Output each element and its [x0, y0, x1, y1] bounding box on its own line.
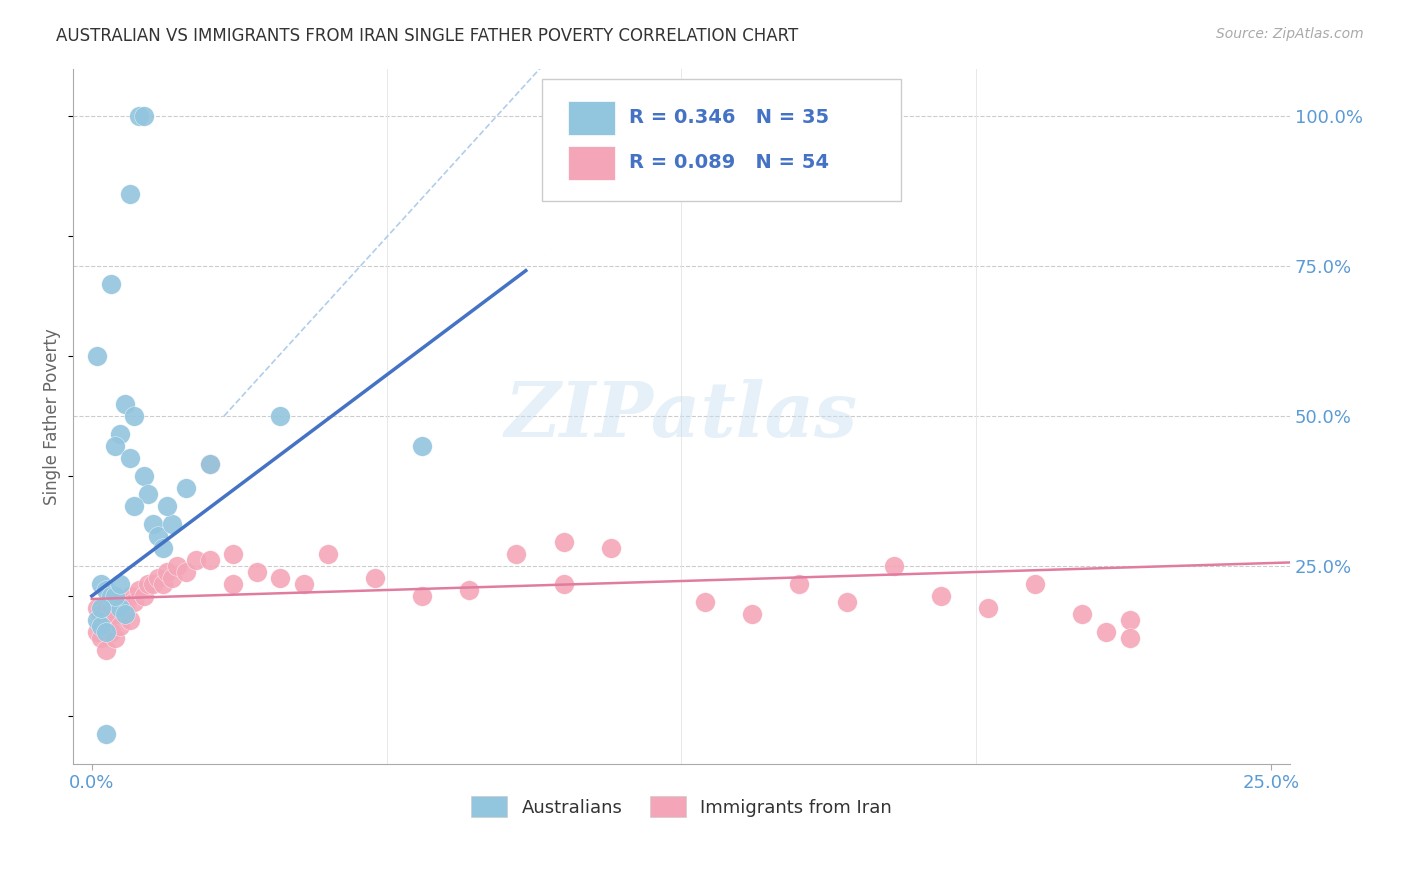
Point — [599, 541, 621, 555]
Point — [108, 595, 131, 609]
Point — [152, 541, 174, 555]
Point — [104, 607, 127, 621]
Point — [86, 613, 108, 627]
Point — [160, 517, 183, 532]
Point — [104, 631, 127, 645]
Point — [90, 607, 112, 621]
Point — [553, 535, 575, 549]
Point — [1071, 607, 1094, 621]
Point — [94, 624, 117, 639]
Point — [1118, 613, 1140, 627]
Point — [269, 571, 291, 585]
Point — [118, 451, 141, 466]
Point — [411, 589, 433, 603]
Point — [789, 577, 811, 591]
Point — [108, 619, 131, 633]
Point — [411, 439, 433, 453]
Point — [90, 619, 112, 633]
Point — [458, 582, 481, 597]
Text: R = 0.346   N = 35: R = 0.346 N = 35 — [628, 108, 830, 127]
Text: ZIPatlas: ZIPatlas — [505, 379, 858, 453]
Point — [553, 577, 575, 591]
Point — [316, 547, 339, 561]
Point — [184, 553, 207, 567]
Text: R = 0.089   N = 54: R = 0.089 N = 54 — [628, 153, 830, 172]
Point — [246, 565, 269, 579]
Point — [128, 110, 150, 124]
Point — [100, 277, 122, 292]
Point — [156, 499, 179, 513]
Point — [146, 529, 169, 543]
Point — [100, 601, 122, 615]
Point — [142, 517, 165, 532]
Point — [94, 727, 117, 741]
Point — [1024, 577, 1046, 591]
Point — [883, 559, 905, 574]
Point — [132, 589, 155, 603]
Point — [132, 469, 155, 483]
Point — [835, 595, 858, 609]
Point — [132, 110, 155, 124]
Point — [122, 595, 145, 609]
FancyBboxPatch shape — [541, 79, 901, 201]
Point — [505, 547, 527, 561]
Point — [90, 601, 112, 615]
Point — [118, 613, 141, 627]
Point — [100, 624, 122, 639]
Point — [1095, 624, 1118, 639]
Point — [1118, 631, 1140, 645]
FancyBboxPatch shape — [568, 146, 614, 180]
Point — [174, 481, 197, 495]
Point — [222, 577, 245, 591]
Point — [118, 187, 141, 202]
Point — [142, 577, 165, 591]
Point — [108, 577, 131, 591]
Point — [160, 571, 183, 585]
Point — [104, 589, 127, 603]
Point — [94, 582, 117, 597]
FancyBboxPatch shape — [568, 101, 614, 135]
Point — [364, 571, 387, 585]
Point — [114, 601, 136, 615]
Point — [94, 613, 117, 627]
Point — [118, 589, 141, 603]
Point — [104, 439, 127, 453]
Y-axis label: Single Father Poverty: Single Father Poverty — [44, 327, 60, 505]
Point — [146, 571, 169, 585]
Point — [86, 349, 108, 363]
Point — [100, 589, 122, 603]
Point — [198, 457, 221, 471]
Point — [86, 601, 108, 615]
Point — [156, 565, 179, 579]
Point — [693, 595, 716, 609]
Point — [108, 601, 131, 615]
Point — [114, 607, 136, 621]
Point — [138, 577, 160, 591]
Legend: Australians, Immigrants from Iran: Australians, Immigrants from Iran — [464, 789, 898, 824]
Text: AUSTRALIAN VS IMMIGRANTS FROM IRAN SINGLE FATHER POVERTY CORRELATION CHART: AUSTRALIAN VS IMMIGRANTS FROM IRAN SINGL… — [56, 27, 799, 45]
Point — [138, 487, 160, 501]
Point — [108, 427, 131, 442]
Point — [198, 553, 221, 567]
Point — [152, 577, 174, 591]
Point — [122, 499, 145, 513]
Point — [977, 601, 1000, 615]
Text: Source: ZipAtlas.com: Source: ZipAtlas.com — [1216, 27, 1364, 41]
Point — [166, 559, 188, 574]
Point — [90, 631, 112, 645]
Point — [86, 624, 108, 639]
Point — [269, 409, 291, 424]
Point — [741, 607, 763, 621]
Point — [94, 643, 117, 657]
Point — [104, 595, 127, 609]
Point — [174, 565, 197, 579]
Point — [90, 577, 112, 591]
Point — [114, 397, 136, 411]
Point — [292, 577, 315, 591]
Point — [929, 589, 952, 603]
Point — [198, 457, 221, 471]
Point — [128, 582, 150, 597]
Point — [222, 547, 245, 561]
Point — [122, 409, 145, 424]
